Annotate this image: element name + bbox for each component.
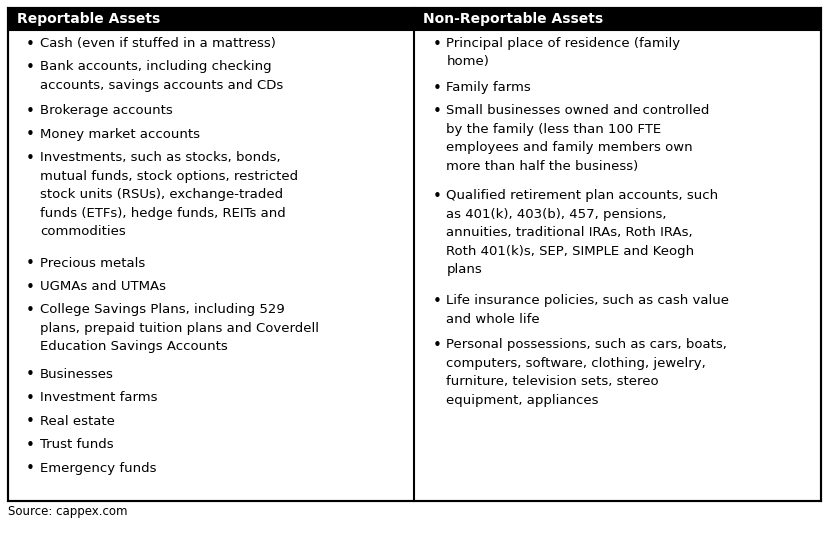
Text: Businesses: Businesses [40,368,113,381]
Bar [414,8,820,30]
Text: •: • [432,104,440,119]
Text: •: • [26,104,35,119]
Text: •: • [26,367,35,383]
Text: •: • [432,37,440,52]
Text: •: • [432,80,440,95]
Text: •: • [432,189,440,204]
Text: Bank accounts, including checking
accounts, savings accounts and CDs: Bank accounts, including checking accoun… [40,60,283,92]
Text: •: • [26,414,35,430]
Text: •: • [26,303,35,318]
Text: Personal possessions, such as cars, boats,
computers, software, clothing, jewelr: Personal possessions, such as cars, boat… [446,338,726,407]
Text: Principal place of residence (family
home): Principal place of residence (family hom… [446,37,680,69]
Text: •: • [26,256,35,271]
Text: •: • [26,438,35,453]
Text: Non-Reportable Assets: Non-Reportable Assets [423,12,603,26]
Text: •: • [26,391,35,406]
Text: UGMAs and UTMAs: UGMAs and UTMAs [40,280,166,293]
Text: •: • [432,338,440,353]
Text: •: • [26,127,35,142]
Text: •: • [26,461,35,476]
Text: Investment farms: Investment farms [40,391,157,404]
Text: Life insurance policies, such as cash value
and whole life: Life insurance policies, such as cash va… [446,294,729,326]
Text: Precious metals: Precious metals [40,256,145,270]
Bar [8,8,414,30]
Text: Investments, such as stocks, bonds,
mutual funds, stock options, restricted
stoc: Investments, such as stocks, bonds, mutu… [40,151,298,238]
Text: •: • [26,280,35,295]
Text: College Savings Plans, including 529
plans, prepaid tuition plans and Coverdell
: College Savings Plans, including 529 pla… [40,303,319,353]
Text: Cash (even if stuffed in a mattress): Cash (even if stuffed in a mattress) [40,37,276,50]
Text: Family farms: Family farms [446,81,531,94]
Text: Money market accounts: Money market accounts [40,128,200,141]
Text: •: • [26,60,35,75]
Text: Trust funds: Trust funds [40,438,113,451]
Text: Qualified retirement plan accounts, such
as 401(k), 403(b), 457, pensions,
annui: Qualified retirement plan accounts, such… [446,189,718,276]
Text: Real estate: Real estate [40,415,115,427]
Text: •: • [26,151,35,166]
Text: •: • [432,294,440,309]
Text: Reportable Assets: Reportable Assets [17,12,160,26]
Text: Source: cappex.com: Source: cappex.com [8,505,128,518]
Text: Small businesses owned and controlled
by the family (less than 100 FTE
employees: Small businesses owned and controlled by… [446,104,709,173]
Text: •: • [26,37,35,52]
Text: Brokerage accounts: Brokerage accounts [40,104,172,117]
Text: Emergency funds: Emergency funds [40,462,156,474]
